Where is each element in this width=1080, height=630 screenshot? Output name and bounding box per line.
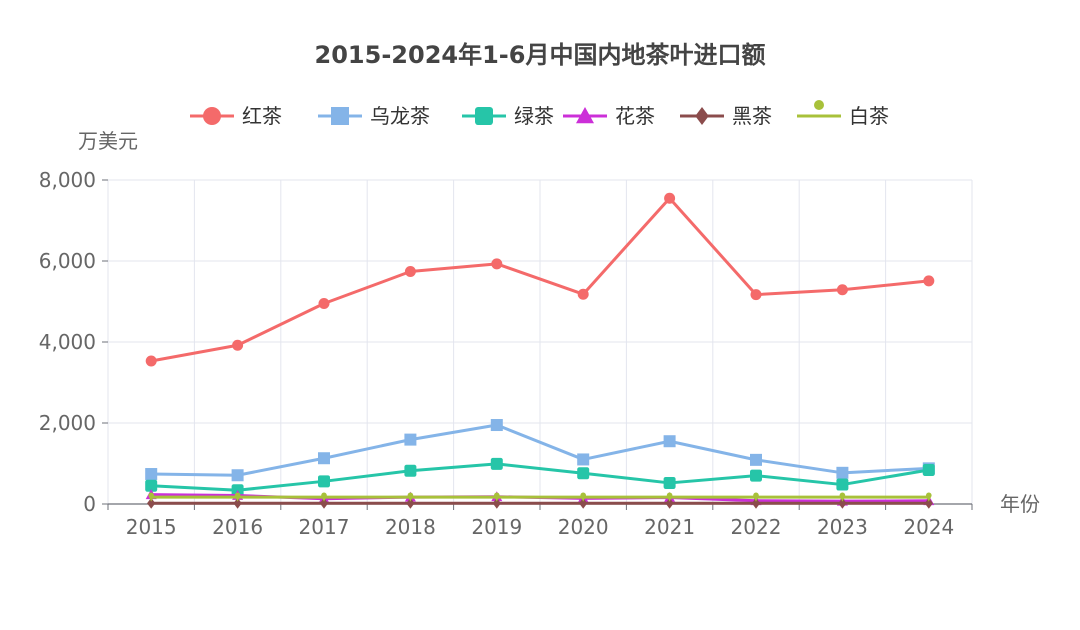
legend-label: 黑茶 — [732, 104, 772, 128]
data-point — [404, 266, 416, 278]
data-point — [577, 467, 590, 480]
series-line — [150, 196, 929, 363]
legend-item: 白茶 — [797, 100, 889, 128]
data-point — [231, 469, 244, 482]
x-tick-label: 2024 — [903, 515, 954, 539]
data-point — [406, 497, 415, 509]
data-point — [923, 275, 935, 287]
chart-legend: 红茶 乌龙茶 绿茶 花茶 黑茶 白茶 — [190, 100, 889, 128]
data-point — [836, 284, 848, 296]
data-point — [147, 497, 156, 509]
legend-marker — [576, 107, 594, 124]
legend-item: 红茶 — [190, 104, 282, 128]
legend-label: 白茶 — [849, 104, 889, 128]
data-point — [318, 452, 330, 465]
data-point — [232, 339, 244, 351]
x-tick-label: 2020 — [558, 515, 609, 539]
series-红茶 — [145, 192, 935, 367]
data-point — [924, 497, 933, 509]
data-point — [753, 492, 759, 502]
x-tick-label: 2017 — [299, 515, 350, 539]
x-tick-label: 2015 — [126, 515, 177, 539]
data-point — [579, 497, 588, 509]
data-point — [577, 288, 589, 300]
x-tick-label: 2018 — [385, 515, 436, 539]
legend-item: 黑茶 — [680, 104, 772, 128]
data-point — [664, 192, 676, 204]
series-白茶 — [148, 492, 932, 502]
data-point — [145, 468, 158, 481]
legend-marker — [331, 107, 349, 125]
data-point — [663, 435, 676, 448]
y-tick-label: 6,000 — [39, 249, 96, 273]
series-黑茶 — [147, 497, 933, 509]
y-tick-label: 2,000 — [39, 411, 96, 435]
data-point — [751, 497, 761, 509]
data-point — [148, 492, 154, 502]
data-point — [836, 466, 849, 479]
x-tick-label: 2016 — [212, 515, 263, 539]
legend-marker — [814, 100, 824, 110]
data-point — [494, 492, 500, 502]
data-point — [490, 419, 503, 432]
data-point — [580, 492, 586, 502]
data-point — [407, 492, 414, 502]
data-point — [318, 298, 330, 310]
data-point — [404, 464, 417, 477]
legend-marker — [695, 107, 709, 125]
chart-grid — [107, 179, 973, 504]
chart-title: 2015-2024年1-6月中国内地茶叶进口额 — [315, 41, 766, 69]
data-point — [319, 497, 329, 509]
data-point — [234, 492, 241, 502]
data-point — [839, 492, 846, 502]
data-point — [577, 453, 590, 466]
chart-series — [145, 192, 935, 509]
data-point — [233, 497, 242, 509]
data-point — [318, 475, 330, 488]
legend-marker — [203, 107, 221, 125]
legend-item: 花茶 — [563, 104, 655, 128]
data-point — [836, 478, 849, 491]
y-tick-label: 4,000 — [39, 330, 96, 354]
x-axis-name: 年份 — [1000, 492, 1040, 516]
y-tick-label: 8,000 — [39, 168, 96, 192]
data-point — [491, 258, 503, 270]
data-point — [666, 492, 673, 502]
data-point — [145, 355, 157, 367]
data-point — [750, 469, 762, 482]
x-tick-label: 2019 — [471, 515, 522, 539]
x-tick-label: 2021 — [644, 515, 695, 539]
data-point — [321, 492, 327, 502]
data-point — [922, 463, 935, 476]
x-tick-label: 2023 — [817, 515, 868, 539]
data-point — [838, 497, 847, 509]
legend-label: 红茶 — [242, 104, 282, 128]
x-tick-label: 2022 — [731, 515, 782, 539]
data-point — [490, 457, 503, 470]
data-point — [404, 433, 417, 446]
series-line — [151, 462, 930, 492]
data-point — [663, 476, 676, 489]
legend-label: 花茶 — [615, 104, 655, 128]
data-point — [665, 497, 674, 509]
legend-item: 绿茶 — [462, 104, 554, 128]
legend-label: 乌龙茶 — [370, 104, 430, 128]
data-point — [926, 492, 932, 502]
data-point — [145, 479, 158, 492]
legend-item: 乌龙茶 — [318, 104, 430, 128]
y-tick-label: 0 — [83, 492, 96, 516]
legend-marker — [475, 107, 493, 125]
series-line — [151, 423, 929, 477]
series-绿茶 — [145, 457, 935, 497]
data-point — [750, 289, 762, 301]
data-point — [492, 497, 501, 509]
legend-label: 绿茶 — [514, 104, 554, 128]
data-point — [750, 453, 762, 466]
y-axis-name: 万美元 — [78, 129, 138, 153]
series-乌龙茶 — [145, 419, 935, 482]
